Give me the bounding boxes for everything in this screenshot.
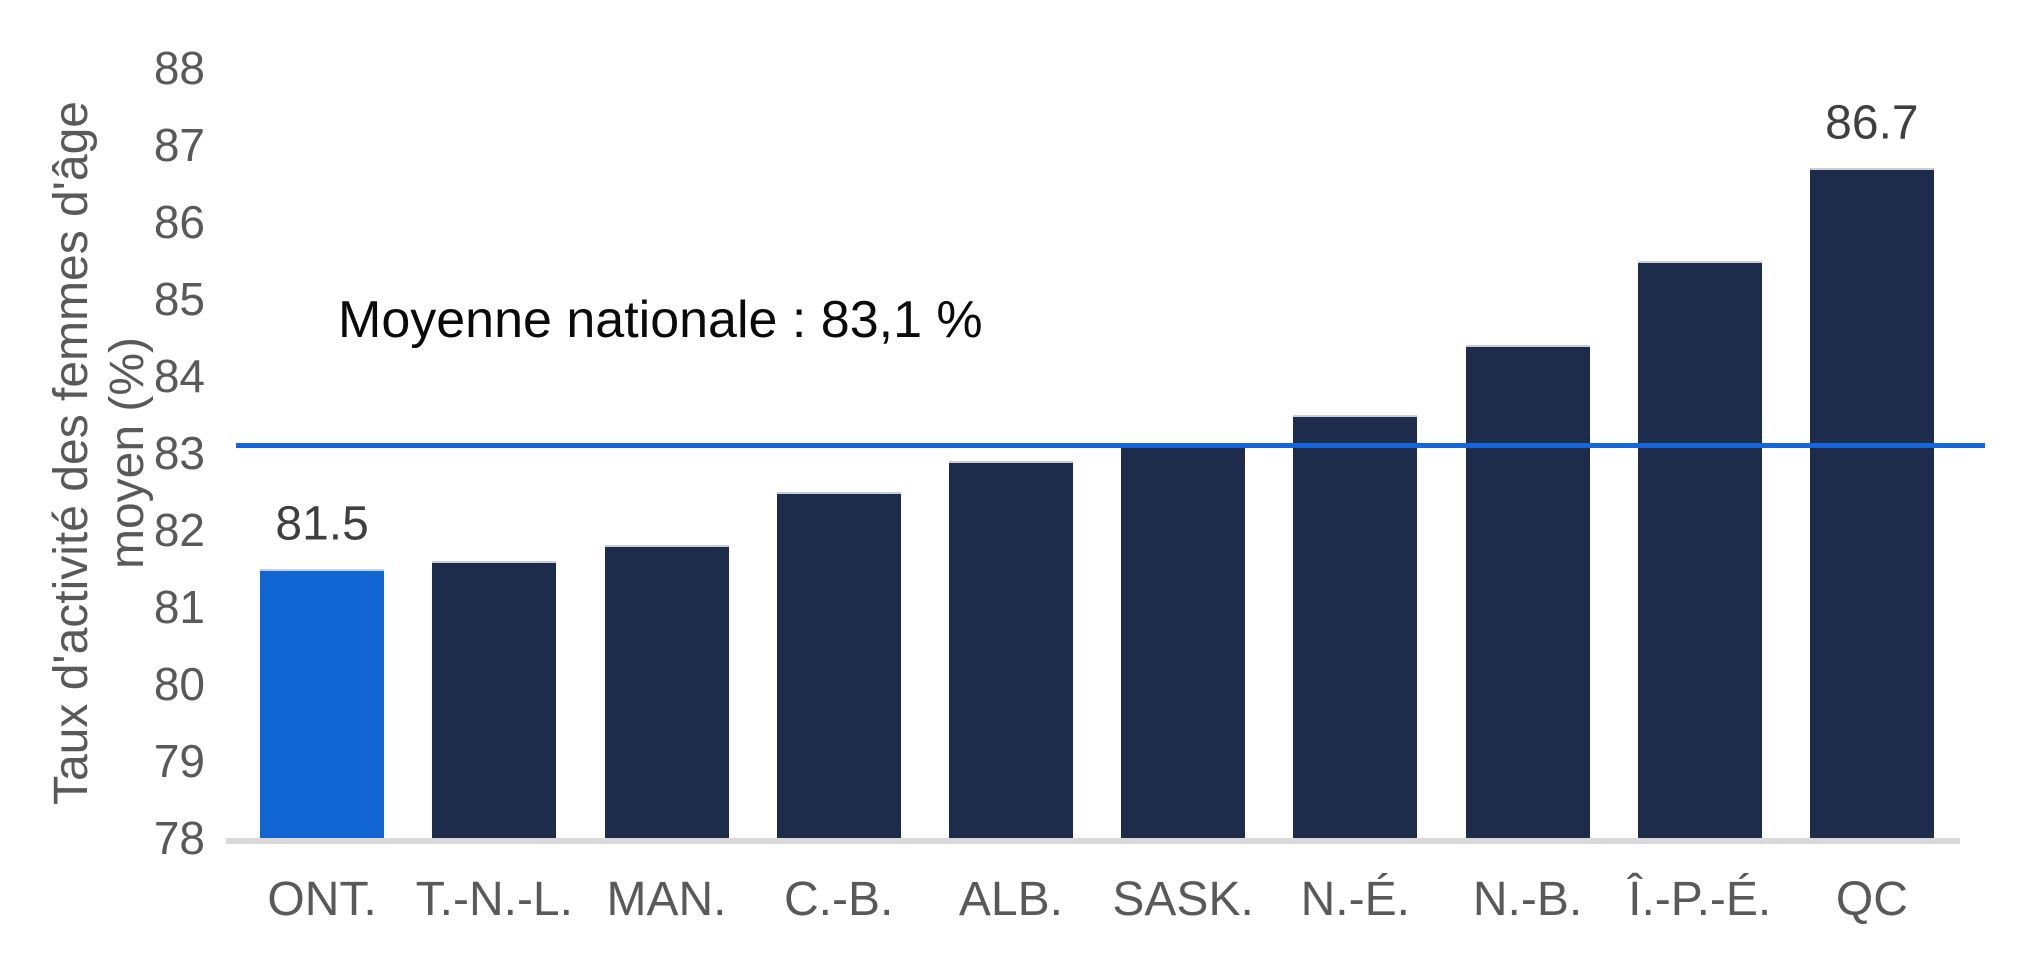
y-tick-79: 79 bbox=[153, 735, 205, 787]
y-tick-85: 85 bbox=[153, 273, 205, 325]
y-tick-78: 78 bbox=[153, 812, 205, 864]
bar-n-b bbox=[1465, 345, 1590, 838]
x-label-qc: QC bbox=[1835, 873, 1908, 926]
y-tick-82: 82 bbox=[153, 504, 205, 556]
data-label-ont: 81.5 bbox=[275, 497, 369, 550]
bar-qc bbox=[1809, 168, 1934, 838]
y-tick-87: 87 bbox=[153, 119, 205, 171]
data-label-qc: 86.7 bbox=[1825, 96, 1919, 150]
y-tick-81: 81 bbox=[153, 581, 205, 633]
bar-ont bbox=[260, 568, 385, 838]
x-label-alb: ALB. bbox=[958, 873, 1063, 926]
y-axis-ticks: 88 87 86 85 84 83 82 81 80 79 78 bbox=[0, 0, 205, 966]
x-label-sask: SASK. bbox=[1112, 873, 1254, 926]
y-tick-88: 88 bbox=[153, 42, 205, 94]
bar-t-n-l bbox=[432, 560, 557, 838]
x-label-man: MAN. bbox=[606, 873, 727, 926]
bar-alb bbox=[948, 460, 1073, 838]
y-tick-83: 83 bbox=[153, 427, 205, 479]
bar-i-p-e bbox=[1637, 260, 1762, 838]
x-label-n-e: N.-É. bbox=[1300, 873, 1410, 926]
x-label-n-b: N.-B. bbox=[1472, 873, 1583, 926]
x-label-ont: ONT. bbox=[267, 873, 377, 926]
y-tick-84: 84 bbox=[153, 350, 205, 402]
y-tick-80: 80 bbox=[153, 658, 205, 710]
x-label-i-p-e: Î.-P.-É. bbox=[1628, 873, 1772, 926]
bar-sask bbox=[1121, 445, 1246, 838]
national-average-line bbox=[236, 443, 1985, 449]
y-tick-86: 86 bbox=[153, 196, 205, 248]
bar-man bbox=[604, 545, 729, 838]
bar-c-b bbox=[776, 491, 901, 838]
bar-n-e bbox=[1293, 414, 1418, 838]
x-label-c-b: C.-B. bbox=[784, 873, 894, 926]
x-axis-line bbox=[226, 838, 1960, 844]
x-label-t-n-l: T.-N.-L. bbox=[415, 873, 573, 926]
national-average-annotation: Moyenne nationale : 83,1 % bbox=[338, 291, 983, 349]
